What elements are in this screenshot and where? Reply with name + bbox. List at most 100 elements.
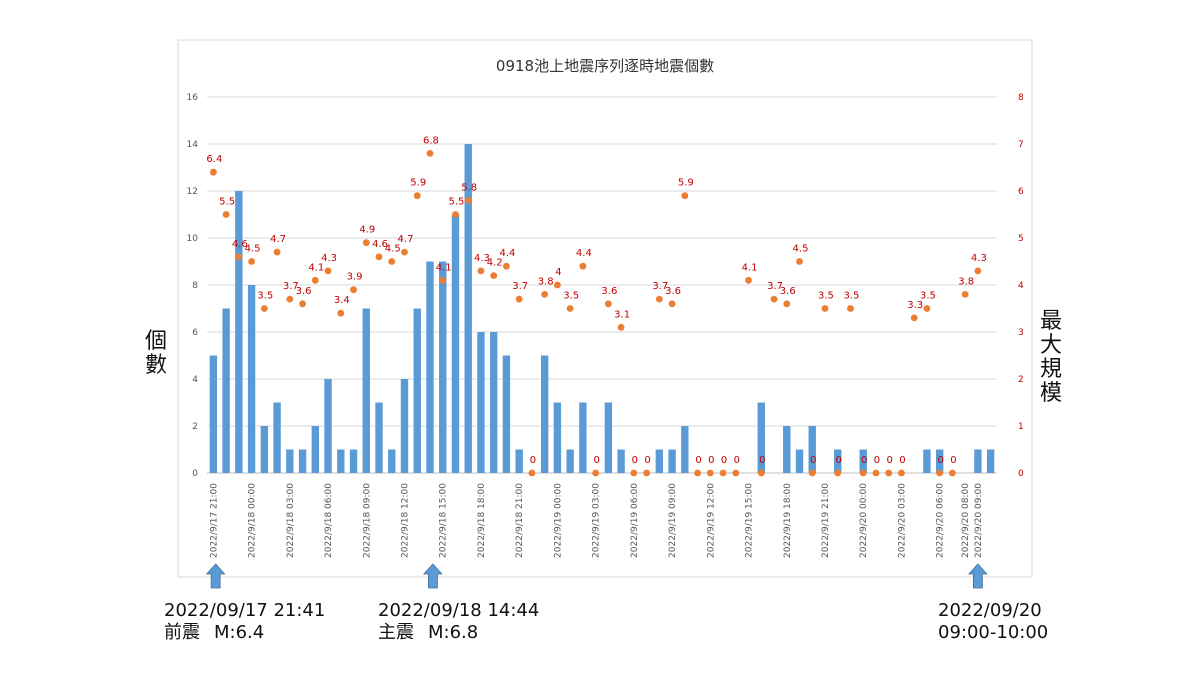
magnitude-dot bbox=[579, 262, 587, 270]
mainshock-magnitude: M:6.8 bbox=[428, 622, 479, 643]
magnitude-dot bbox=[745, 276, 752, 284]
x-tick-label: 2022/9/18 15:00 bbox=[439, 483, 449, 558]
magnitude-dot bbox=[324, 267, 332, 275]
count-bar bbox=[834, 449, 842, 473]
magnitude-dot bbox=[706, 469, 714, 477]
magnitude-dot bbox=[311, 276, 319, 284]
count-bar bbox=[617, 449, 625, 473]
foreshock-magnitude: M:6.4 bbox=[214, 622, 265, 643]
magnitude-dot bbox=[859, 469, 867, 477]
magnitude-dot bbox=[796, 258, 803, 265]
magnitude-dot bbox=[617, 323, 625, 331]
count-bar bbox=[324, 379, 332, 473]
count-bar bbox=[426, 261, 434, 473]
magnitude-data-label: 4.4 bbox=[499, 248, 515, 259]
magnitude-dot bbox=[515, 295, 523, 303]
magnitude-data-label: 3.7 bbox=[652, 281, 668, 292]
magnitude-dot bbox=[910, 314, 918, 322]
magnitude-dot bbox=[235, 253, 243, 261]
count-bar bbox=[286, 449, 294, 473]
x-tick-label: 2022/9/20 09:00 bbox=[974, 483, 984, 558]
x-tick-label: 2022/9/18 18:00 bbox=[477, 483, 487, 558]
magnitude-data-label: 3.8 bbox=[538, 276, 554, 287]
magnitude-data-label: 0 bbox=[810, 455, 816, 466]
count-bar bbox=[935, 449, 944, 473]
magnitude-dot bbox=[821, 305, 829, 312]
magnitude-dot bbox=[872, 469, 880, 477]
chart-title: 0918池上地震序列逐時地震個數 bbox=[496, 57, 714, 75]
magnitude-dot bbox=[974, 267, 982, 275]
count-bar bbox=[757, 402, 765, 473]
count-bar bbox=[502, 355, 511, 473]
magnitude-data-label: 3.5 bbox=[920, 291, 936, 302]
count-bar bbox=[235, 191, 243, 473]
magnitude-dot bbox=[222, 211, 230, 218]
magnitude-dot bbox=[885, 469, 893, 477]
x-axis-ticks: 2022/9/17 21:00 2022/9/18 00:00 2022/9/18 … bbox=[209, 483, 984, 558]
magnitude-data-label: 3.9 bbox=[347, 272, 363, 283]
magnitude-dot bbox=[783, 300, 791, 308]
magnitude-dot bbox=[694, 469, 701, 477]
magnitude-data-label: 4.7 bbox=[270, 234, 286, 245]
magnitude-dot bbox=[681, 192, 689, 200]
foreshock-type: 前震 bbox=[164, 622, 200, 643]
count-bar bbox=[974, 449, 982, 473]
magnitude-labels: 6.45.54.64.53.54.73.73.64.14.33.43.94.94… bbox=[206, 135, 986, 466]
magnitude-data-label: 0 bbox=[530, 455, 536, 466]
chart-frame bbox=[177, 39, 1033, 578]
magnitude-dot bbox=[286, 295, 294, 303]
x-tick-label: 2022/9/18 21:00 bbox=[515, 483, 525, 558]
magnitude-data-label: 3.5 bbox=[257, 291, 273, 302]
magnitude-dot bbox=[770, 295, 778, 303]
magnitude-data-label: 6.4 bbox=[206, 154, 222, 165]
magnitude-data-label: 5.9 bbox=[410, 178, 426, 189]
magnitude-dot bbox=[566, 305, 574, 312]
magnitude-dot bbox=[936, 469, 944, 477]
magnitude-data-label: 4.6 bbox=[232, 239, 248, 250]
y2-tick-label: 6 bbox=[1018, 187, 1024, 197]
count-bar bbox=[362, 308, 370, 473]
magnitude-data-label: 4.3 bbox=[474, 253, 490, 264]
magnitude-data-label: 4 bbox=[555, 267, 561, 278]
y-tick-label: 0 bbox=[192, 469, 198, 479]
magnitude-data-label: 0 bbox=[759, 455, 765, 466]
magnitude-dot bbox=[362, 239, 370, 247]
count-bar bbox=[273, 402, 281, 473]
magnitude-data-label: 4.5 bbox=[793, 244, 809, 255]
count-bar bbox=[655, 449, 664, 473]
y-tick-label: 6 bbox=[192, 328, 198, 338]
end-annotation: 2022/09/20 09:00-10:00 bbox=[938, 600, 1048, 644]
magnitude-dot bbox=[439, 276, 447, 284]
magnitude-data-label: 4.1 bbox=[436, 262, 452, 273]
magnitude-data-label: 0 bbox=[644, 455, 650, 466]
magnitude-data-label: 4.9 bbox=[359, 225, 375, 236]
magnitude-data-label: 3.4 bbox=[334, 295, 350, 306]
magnitude-data-label: 0 bbox=[721, 455, 727, 466]
x-tick-label: 2022/9/19 18:00 bbox=[783, 483, 793, 558]
magnitude-data-label: 4.3 bbox=[321, 253, 337, 264]
magnitude-dot bbox=[949, 469, 956, 477]
magnitude-dot bbox=[464, 197, 472, 204]
magnitude-dot bbox=[401, 248, 408, 256]
magnitude-data-label: 0 bbox=[632, 455, 638, 466]
magnitude-dot bbox=[337, 309, 345, 317]
magnitude-dot bbox=[477, 267, 485, 275]
count-bar bbox=[451, 214, 460, 473]
y-tick-label: 14 bbox=[187, 140, 199, 150]
x-tick-label: 2022/9/19 21:00 bbox=[821, 483, 831, 558]
magnitude-dot bbox=[528, 469, 536, 477]
x-tick-label: 2022/9/18 03:00 bbox=[286, 483, 296, 558]
magnitude-data-label: 3.5 bbox=[818, 291, 834, 302]
x-tick-label: 2022/9/17 21:00 bbox=[209, 483, 219, 558]
x-tick-label: 2022/9/20 03:00 bbox=[897, 483, 907, 558]
count-bar bbox=[375, 402, 383, 473]
magnitude-data-label: 3.6 bbox=[601, 286, 617, 297]
y2-tick-label: 8 bbox=[1018, 93, 1024, 103]
y2-tick-label: 2 bbox=[1018, 375, 1024, 385]
count-bar bbox=[668, 449, 676, 473]
magnitude-data-label: 4.7 bbox=[398, 234, 414, 245]
magnitude-dot bbox=[719, 469, 727, 477]
magnitude-dot bbox=[299, 300, 306, 308]
